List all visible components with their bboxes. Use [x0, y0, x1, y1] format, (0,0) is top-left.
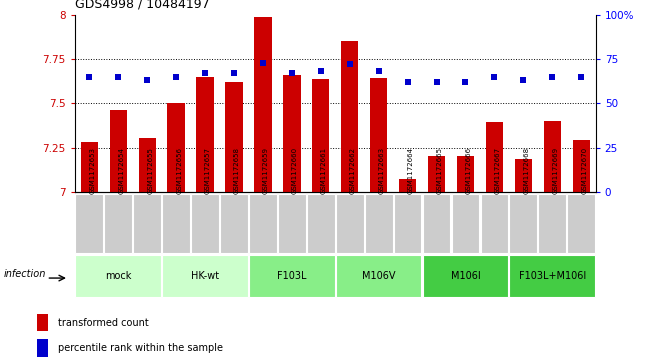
Point [286, 70, 297, 76]
Text: GSM1172654: GSM1172654 [118, 147, 124, 194]
Bar [452, 193, 479, 253]
Bar [480, 193, 508, 253]
Point [344, 61, 355, 67]
Text: transformed count: transformed count [58, 318, 148, 328]
Bar [37, 339, 49, 357]
Text: GSM1172664: GSM1172664 [408, 147, 413, 194]
Bar [510, 255, 595, 297]
Text: GSM1172666: GSM1172666 [465, 147, 471, 194]
Bar [307, 193, 335, 253]
Point [460, 79, 471, 85]
Bar [104, 193, 132, 253]
Point [547, 74, 557, 80]
Bar [255, 17, 271, 192]
Bar [312, 78, 329, 192]
Bar [167, 103, 185, 192]
Text: infection: infection [4, 269, 46, 279]
Text: percentile rank within the sample: percentile rank within the sample [58, 343, 223, 353]
Text: GSM1172656: GSM1172656 [176, 147, 182, 194]
Text: mock: mock [105, 271, 132, 281]
Text: M106I: M106I [450, 271, 480, 281]
Bar [515, 159, 532, 192]
Bar [76, 255, 161, 297]
Text: M106V: M106V [362, 271, 395, 281]
Bar [197, 77, 214, 192]
Bar [538, 193, 566, 253]
Bar [567, 193, 595, 253]
Bar [370, 78, 387, 192]
Bar [76, 193, 104, 253]
Bar [249, 193, 277, 253]
Bar [133, 193, 161, 253]
Text: GDS4998 / 10484197: GDS4998 / 10484197 [75, 0, 210, 11]
Text: GSM1172661: GSM1172661 [321, 147, 327, 194]
Bar [191, 193, 219, 253]
Text: GSM1172660: GSM1172660 [292, 147, 298, 194]
Point [258, 60, 268, 65]
Bar [109, 110, 127, 192]
Text: GSM1172665: GSM1172665 [437, 147, 443, 194]
Bar [572, 140, 590, 192]
Text: GSM1172667: GSM1172667 [494, 147, 501, 194]
Point [432, 79, 442, 85]
Point [142, 77, 152, 83]
Bar [341, 41, 359, 192]
Bar [422, 255, 508, 297]
Bar [81, 142, 98, 192]
Text: GSM1172668: GSM1172668 [523, 147, 529, 194]
Text: F103L+M106I: F103L+M106I [519, 271, 586, 281]
Text: GSM1172655: GSM1172655 [147, 147, 153, 194]
Text: GSM1172657: GSM1172657 [205, 147, 211, 194]
Text: HK-wt: HK-wt [191, 271, 219, 281]
Text: GSM1172669: GSM1172669 [552, 147, 559, 194]
Bar [510, 193, 537, 253]
Bar [139, 138, 156, 192]
Bar [225, 82, 243, 192]
Bar [428, 156, 445, 192]
Point [113, 74, 124, 80]
Bar [544, 121, 561, 192]
Bar [422, 193, 450, 253]
Text: GSM1172653: GSM1172653 [89, 147, 95, 194]
Point [518, 77, 529, 83]
Point [489, 74, 499, 80]
Bar [399, 179, 416, 192]
Point [374, 69, 384, 74]
Point [84, 74, 94, 80]
Point [229, 70, 239, 76]
Bar [162, 193, 190, 253]
Bar [394, 193, 421, 253]
Text: GSM1172663: GSM1172663 [379, 147, 385, 194]
Point [171, 74, 182, 80]
Text: GSM1172670: GSM1172670 [581, 147, 587, 194]
Point [316, 69, 326, 74]
Bar [162, 255, 248, 297]
Text: F103L: F103L [277, 271, 307, 281]
Text: GSM1172658: GSM1172658 [234, 147, 240, 194]
Text: GSM1172662: GSM1172662 [350, 147, 355, 194]
Bar [486, 122, 503, 192]
Bar [336, 255, 421, 297]
Bar [249, 255, 335, 297]
Bar [283, 75, 301, 192]
Point [200, 70, 210, 76]
Text: GSM1172659: GSM1172659 [263, 147, 269, 194]
Point [402, 79, 413, 85]
Bar [457, 156, 474, 192]
Bar [37, 314, 49, 331]
Point [576, 74, 587, 80]
Bar [336, 193, 364, 253]
Bar [220, 193, 248, 253]
Bar [278, 193, 306, 253]
Bar [365, 193, 393, 253]
